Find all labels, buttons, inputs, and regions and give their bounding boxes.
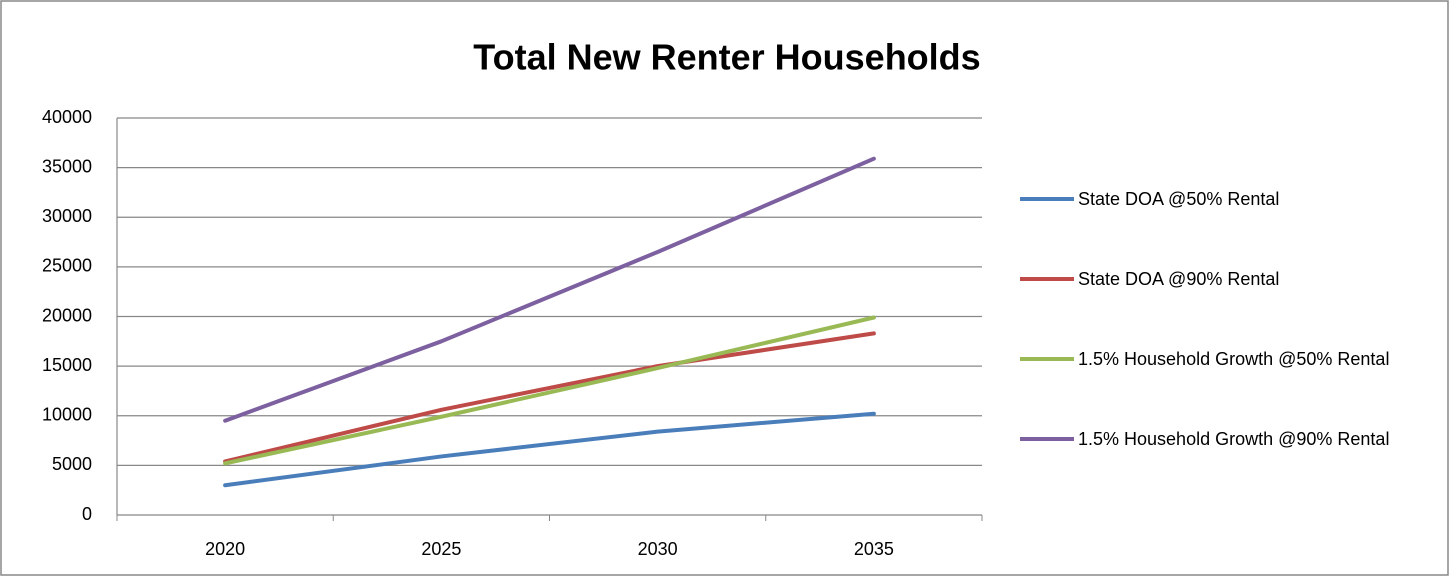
y-tick-label: 15000 bbox=[42, 355, 92, 375]
y-tick-label: 0 bbox=[82, 504, 92, 524]
y-tick-label: 30000 bbox=[42, 206, 92, 226]
x-tick-label: 2030 bbox=[638, 539, 678, 559]
x-tick-label: 2035 bbox=[854, 539, 894, 559]
legend-entry: State DOA @90% Rental bbox=[1020, 266, 1430, 346]
legend-entry: 1.5% Household Growth @50% Rental bbox=[1020, 346, 1430, 426]
legend-label: State DOA @50% Rental bbox=[1078, 189, 1280, 209]
x-tick-label: 2025 bbox=[421, 539, 461, 559]
y-tick-label: 5000 bbox=[52, 454, 92, 474]
y-tick-label: 25000 bbox=[42, 256, 92, 276]
x-tick-label: 2020 bbox=[205, 539, 245, 559]
legend-swatch bbox=[1020, 197, 1074, 201]
y-tick-label: 40000 bbox=[42, 107, 92, 127]
series-line bbox=[223, 315, 876, 466]
legend-label: State DOA @90% Rental bbox=[1078, 269, 1280, 289]
legend-entry: 1.5% Household Growth @90% Rental bbox=[1020, 426, 1430, 506]
series-line bbox=[223, 331, 876, 464]
series-line bbox=[223, 411, 876, 488]
y-tick-label: 20000 bbox=[42, 305, 92, 325]
legend: State DOA @50% Rental State DOA @90% Rent… bbox=[1020, 186, 1430, 506]
legend-label: 1.5% Household Growth @50% Rental bbox=[1078, 349, 1390, 369]
y-tick-label: 35000 bbox=[42, 156, 92, 176]
legend-swatch bbox=[1020, 357, 1074, 361]
chart-title: Total New Renter Households bbox=[473, 37, 980, 78]
legend-entry: State DOA @50% Rental bbox=[1020, 186, 1430, 266]
y-tick-label: 10000 bbox=[42, 405, 92, 425]
legend-label: 1.5% Household Growth @90% Rental bbox=[1078, 429, 1390, 449]
series-line bbox=[223, 156, 876, 423]
legend-swatch bbox=[1020, 437, 1074, 441]
legend-swatch bbox=[1020, 277, 1074, 281]
